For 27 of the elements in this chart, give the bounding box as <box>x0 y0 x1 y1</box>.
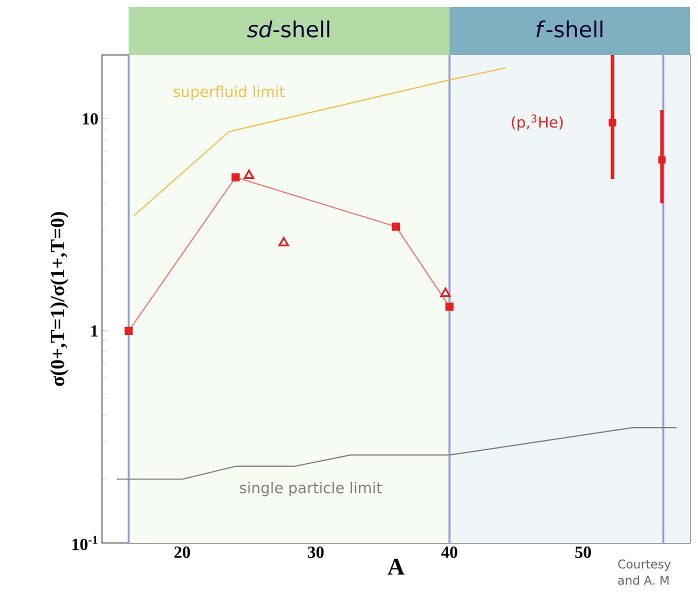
point <box>445 302 454 311</box>
y-tick-label: 1 <box>91 325 98 337</box>
band-label: sd-shell <box>247 20 330 38</box>
point <box>232 173 240 182</box>
x-tick-label: 50 <box>575 546 591 558</box>
point <box>124 326 133 335</box>
point <box>244 170 254 179</box>
text: and A. M <box>618 576 669 585</box>
y-tick-label: 10 <box>82 113 98 125</box>
point <box>658 156 666 164</box>
y-tick-label: 10$^{-1}$ <box>72 536 98 550</box>
text: (p,$^{3}$He) <box>512 114 563 131</box>
series-label: superfluid limit <box>174 86 285 100</box>
point <box>440 288 451 297</box>
line-series <box>133 67 506 216</box>
x-tick-label: 30 <box>308 546 324 558</box>
series-label: single particle limit <box>240 482 382 496</box>
point <box>608 118 616 126</box>
point <box>392 222 400 231</box>
x-axis-title: A <box>388 558 404 575</box>
point <box>278 237 289 246</box>
band-label: f-shell <box>536 20 602 38</box>
x-tick-label: 20 <box>174 546 190 558</box>
line-series <box>116 427 678 480</box>
x-tick-label: 40 <box>441 546 458 558</box>
y-axis-title: σ(0+,T=1)/σ(1+,T=0) <box>50 212 68 386</box>
text: Courtesy <box>618 560 671 571</box>
